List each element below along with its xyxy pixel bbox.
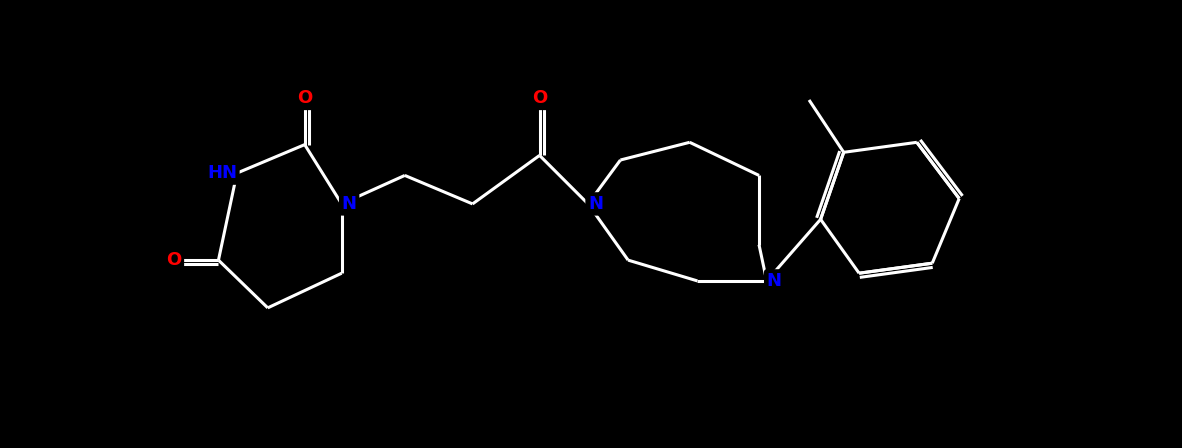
Text: N: N	[342, 195, 357, 213]
Text: O: O	[532, 90, 547, 108]
Text: O: O	[297, 90, 312, 108]
Text: N: N	[767, 272, 781, 290]
Text: HN: HN	[207, 164, 236, 182]
Text: N: N	[589, 195, 603, 213]
Text: O: O	[167, 251, 181, 269]
